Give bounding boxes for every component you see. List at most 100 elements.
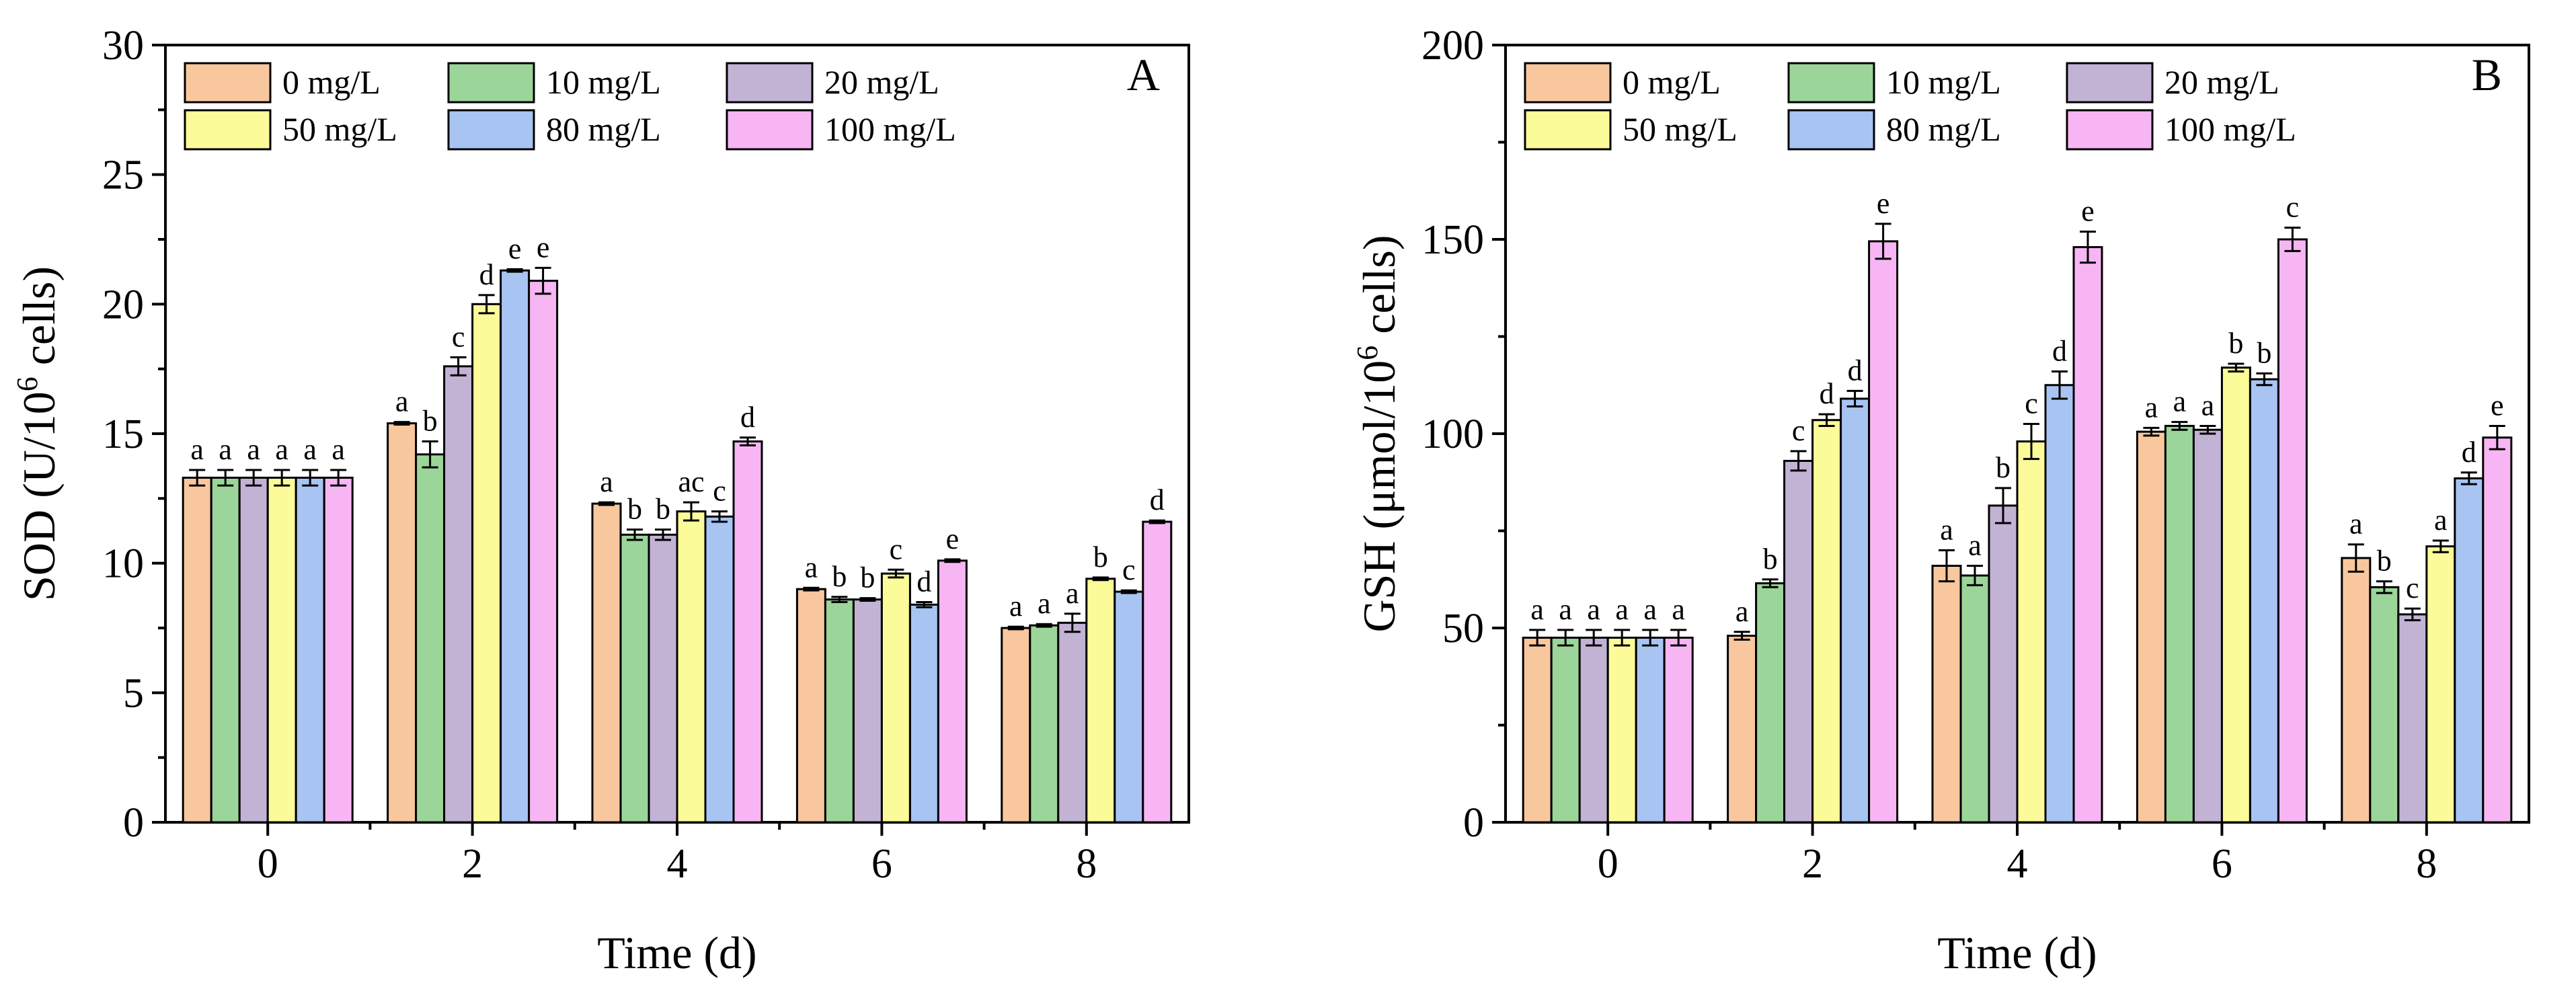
significance-letter: c [1122,553,1136,586]
legend-label: 80 mg/L [1886,110,2001,148]
significance-letter: b [627,493,642,526]
bar [443,365,474,824]
y-tick-label: 150 [1421,217,1484,263]
legend-label: 20 mg/L [824,63,939,101]
legend-swatch [1787,62,1875,104]
x-tick-label: 2 [1802,841,1823,887]
legend-label: 20 mg/L [2164,63,2279,101]
significance-letter: c [1792,414,1805,447]
legend-label: 0 mg/L [1623,63,1721,101]
bar [415,453,446,824]
bar [500,269,531,824]
significance-letter: a [1968,529,1982,562]
bar [591,502,622,824]
significance-letter: a [600,465,613,498]
significance-letter: a [395,385,409,418]
x-tick-label: 4 [2007,841,2028,887]
significance-letter: e [508,232,522,265]
significance-letter: b [423,405,438,438]
bar [2249,378,2279,824]
significance-letter: a [1559,593,1572,626]
bar [1057,621,1088,824]
significance-letter: e [2491,389,2504,422]
legend-label: 50 mg/L [282,110,397,148]
significance-letter: a [331,433,345,466]
x-tick-label: 6 [2212,841,2232,887]
y-tick-label: 0 [123,800,144,846]
legend-entry: 10 mg/L [447,62,661,104]
bar [2136,430,2167,824]
bar [795,588,826,824]
significance-letter: b [1763,543,1778,576]
significance-letter: d [916,565,931,598]
legend-entry: 80 mg/L [447,109,661,151]
y-tick-label: 200 [1421,23,1484,69]
significance-letter: e [1877,187,1890,220]
legend-swatch [726,109,814,151]
y-tick-label: 15 [102,411,144,457]
bar [732,440,763,824]
significance-letter: b [656,493,670,526]
y-axis-label: GSH (μmol/106 cells) [1351,235,1405,632]
significance-letter: ac [678,465,704,498]
legend-entry: 0 mg/L [184,62,381,104]
legend-entry: 20 mg/L [2066,62,2279,104]
bar [908,603,939,824]
significance-letter: a [1672,593,1685,626]
bar [1578,636,1609,824]
bar [323,477,354,824]
significance-letter: a [1066,577,1079,610]
bar [2277,238,2308,824]
legend-label: 10 mg/L [546,63,661,101]
significance-letter: d [1820,377,1834,410]
bar [2072,246,2103,824]
significance-letter: a [303,433,317,466]
bar [182,477,212,824]
bar [266,477,297,824]
panel-label: B [2472,49,2502,100]
significance-letter: a [1940,513,1953,546]
bar [1727,635,1758,824]
bar [1663,636,1694,824]
legend-entry: 100 mg/L [726,109,956,151]
legend-entry: 20 mg/L [726,62,939,104]
bar [1783,459,1814,824]
legend-swatch [1524,109,1612,151]
bar [676,510,707,824]
significance-letter: d [1848,354,1863,387]
significance-letter: b [832,560,847,593]
significance-letter: c [713,475,726,508]
bar [528,280,559,824]
significance-letter: c [890,533,903,565]
significance-letter: d [1150,483,1165,516]
significance-letter: b [2377,545,2392,578]
significance-letter: a [1530,593,1544,626]
x-axis-label: Time (d) [1937,927,2097,978]
y-axis-label: SOD (U/106 cells) [11,266,65,601]
significance-letter: d [2462,436,2476,469]
x-tick-label: 2 [462,841,483,887]
y-axis-label-superscript: 6 [1351,346,1384,360]
bar [2044,384,2075,824]
bar [1522,636,1553,824]
bar [852,598,883,824]
significance-letter: a [2434,504,2448,537]
legend-label: 80 mg/L [546,110,661,148]
significance-letter: d [740,401,755,434]
legend-entry: 50 mg/L [1524,109,1738,151]
legend-label: 100 mg/L [2164,110,2296,148]
significance-letter: a [2349,508,2363,541]
bar [2482,436,2513,824]
y-axis-label-main: SOD (U/10 [13,391,65,601]
significance-letter: c [2025,387,2038,420]
legend-swatch [447,62,535,104]
bar [1085,578,1116,824]
significance-letter: c [452,320,465,353]
x-axis-label: Time (d) [597,927,756,978]
bar [2454,477,2485,824]
y-axis-label-superscript: 6 [11,377,44,391]
significance-letter: c [2406,572,2419,604]
significance-letter: a [219,433,232,466]
x-tick-label: 0 [258,841,278,887]
